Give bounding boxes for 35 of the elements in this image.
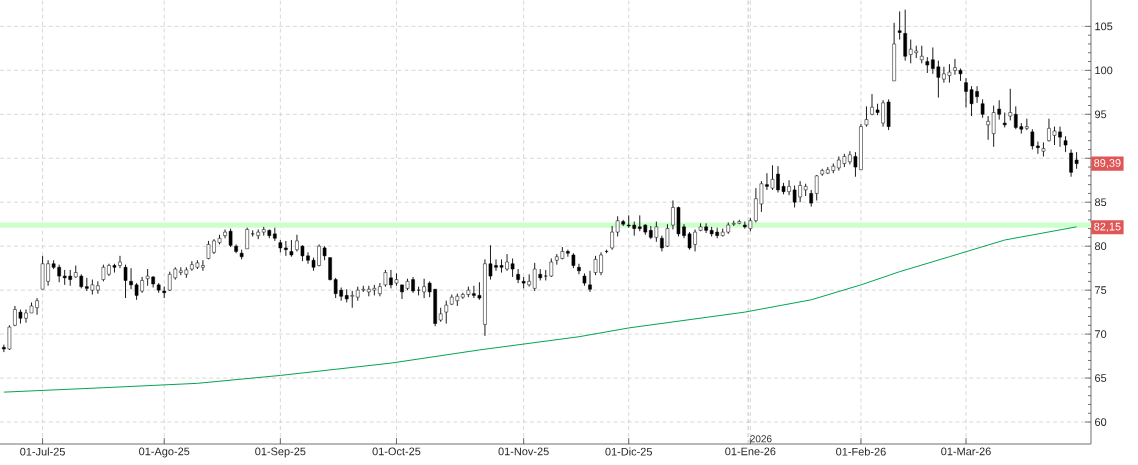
y-tick-label: 65 [1095,374,1107,382]
y-tick-label: 80 [1094,242,1107,251]
y-tick-label: 95 [1095,110,1107,119]
x-tick-label: 01-Feb-26 [836,447,886,456]
candlestick [897,10,902,41]
y-tick-label: 60 [1095,418,1107,426]
x-tick-label: 01-Jul-25 [20,447,65,456]
y-tick-label: 105 [1095,22,1113,31]
y-tick-label: 100 [1095,66,1113,75]
x-tick-label: 01-Ene-26 [725,447,776,456]
candlestick [1008,88,1013,121]
candlestick [516,268,520,284]
x-tick-label: 01-Sep-25 [255,447,306,458]
x-tick-label: 01-Nov-25 [498,447,549,456]
y-tick-label: 70 [1095,330,1107,338]
line-series [3,226,1078,393]
candlestick [980,98,985,119]
candlestick [577,263,581,275]
y-tick-label: 85 [1094,198,1107,207]
candlestick [549,258,554,278]
annotation: 89,39 [1094,159,1121,169]
x-tick-label: 01-Mar-26 [941,447,991,456]
annotation: 82,15 [1094,222,1121,232]
y-tick-label: 75 [1095,286,1107,294]
x-tick-label: 01-Oct-25 [372,447,421,456]
x-tick-label: 01-Ago-25 [139,447,190,458]
candlestick [903,9,907,62]
ref-line-label: 2026 [750,435,772,443]
candlestick [123,264,128,299]
candlestick [245,227,249,250]
x-tick-label: 01-Dic-25 [605,447,652,456]
candlestick [864,105,869,128]
candlestick [444,300,449,324]
candlestick [814,174,819,201]
candlestick [588,270,592,293]
